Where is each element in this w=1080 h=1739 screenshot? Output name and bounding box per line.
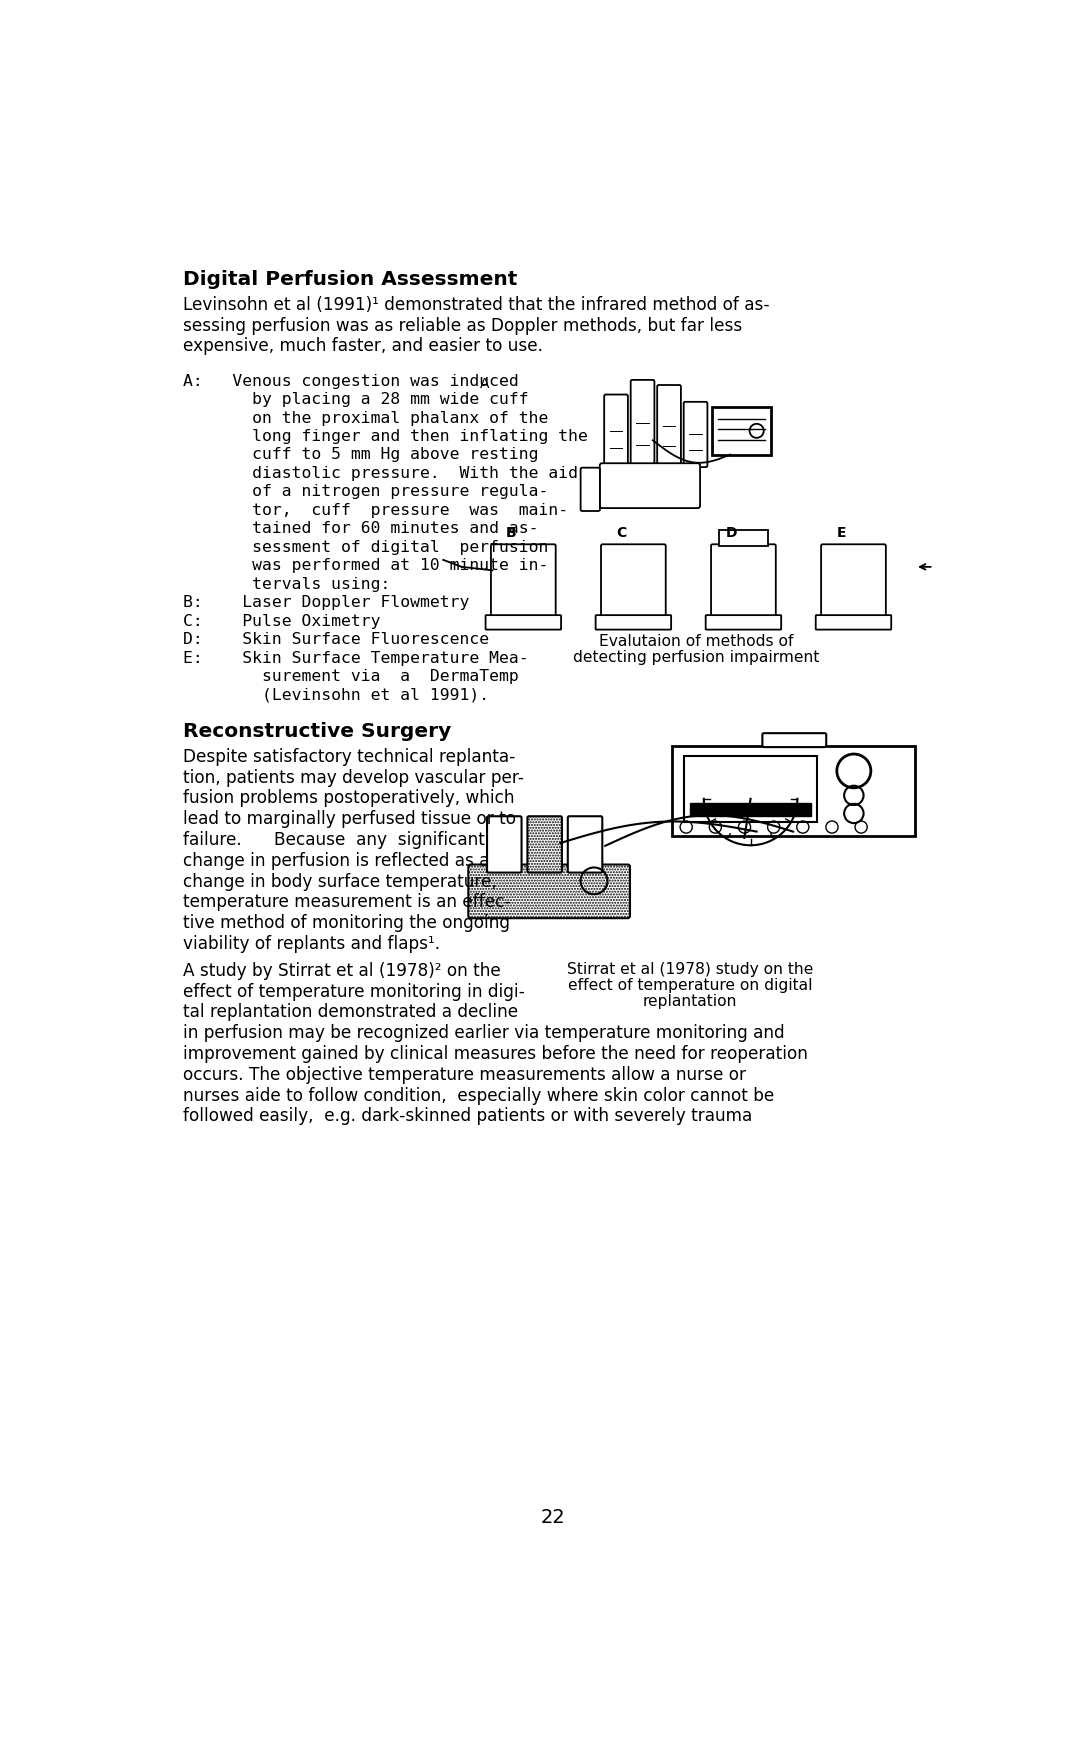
Text: A: A (480, 377, 489, 391)
Text: effect of temperature on digital: effect of temperature on digital (568, 977, 812, 993)
Text: B: B (505, 525, 516, 539)
Text: long finger and then inflating the: long finger and then inflating the (183, 430, 588, 443)
Text: C: C (616, 525, 626, 539)
Text: viability of replants and flaps¹.: viability of replants and flaps¹. (183, 934, 441, 953)
FancyBboxPatch shape (690, 803, 811, 817)
Text: E: E (836, 525, 846, 539)
Text: sessing perfusion was as reliable as Doppler methods, but far less: sessing perfusion was as reliable as Dop… (183, 316, 742, 334)
FancyBboxPatch shape (604, 395, 627, 468)
Text: occurs. The objective temperature measurements allow a nurse or: occurs. The objective temperature measur… (183, 1066, 746, 1083)
Text: tion, patients may develop vascular per-: tion, patients may develop vascular per- (183, 769, 524, 786)
Text: expensive, much faster, and easier to use.: expensive, much faster, and easier to us… (183, 337, 543, 355)
Text: was performed at 10 minute in-: was performed at 10 minute in- (183, 558, 549, 574)
Text: lead to marginally perfused tissue or to: lead to marginally perfused tissue or to (183, 810, 516, 828)
Text: tor,  cuff  pressure  was  main-: tor, cuff pressure was main- (183, 503, 568, 518)
Text: C:    Pulse Oximetry: C: Pulse Oximetry (183, 614, 380, 628)
Text: detecting perfusion impairment: detecting perfusion impairment (572, 650, 820, 664)
FancyBboxPatch shape (631, 381, 654, 468)
Text: temperature measurement is an effec-: temperature measurement is an effec- (183, 892, 511, 911)
FancyBboxPatch shape (491, 544, 556, 617)
Text: sessment of digital  perfusion: sessment of digital perfusion (183, 539, 549, 555)
Text: tained for 60 minutes and as-: tained for 60 minutes and as- (183, 522, 539, 536)
Text: failure.      Because  any  significant: failure. Because any significant (183, 831, 485, 849)
Text: by placing a 28 mm wide cuff: by placing a 28 mm wide cuff (183, 391, 529, 407)
Text: Digital Perfusion Assessment: Digital Perfusion Assessment (183, 270, 517, 289)
Text: Evalutaion of methods of: Evalutaion of methods of (598, 633, 794, 649)
FancyBboxPatch shape (713, 409, 771, 456)
Text: Levinsohn et al (1991)¹ demonstrated that the infrared method of as-: Levinsohn et al (1991)¹ demonstrated tha… (183, 296, 770, 313)
Text: Reconstructive Surgery: Reconstructive Surgery (183, 722, 451, 741)
Text: surement via  a  DermaTemp: surement via a DermaTemp (183, 670, 518, 683)
Text: Stirrat et al (1978) study on the: Stirrat et al (1978) study on the (567, 962, 813, 976)
FancyBboxPatch shape (595, 616, 671, 630)
FancyBboxPatch shape (821, 544, 886, 617)
Text: of a nitrogen pressure regula-: of a nitrogen pressure regula- (183, 483, 549, 499)
FancyBboxPatch shape (684, 756, 818, 823)
Text: D: D (726, 525, 737, 539)
FancyBboxPatch shape (487, 817, 522, 873)
Text: on the proximal phalanx of the: on the proximal phalanx of the (183, 410, 549, 426)
Text: change in body surface temperature,: change in body surface temperature, (183, 871, 497, 890)
FancyBboxPatch shape (658, 386, 680, 468)
Text: (Levinsohn et al 1991).: (Levinsohn et al 1991). (183, 687, 489, 703)
FancyBboxPatch shape (762, 734, 826, 748)
FancyBboxPatch shape (684, 403, 707, 468)
Text: cuff to 5 mm Hg above resting: cuff to 5 mm Hg above resting (183, 447, 539, 463)
Text: change in perfusion is reflected as a: change in perfusion is reflected as a (183, 852, 489, 870)
FancyBboxPatch shape (486, 616, 562, 630)
FancyBboxPatch shape (600, 544, 665, 617)
FancyBboxPatch shape (599, 464, 700, 510)
Text: tive method of monitoring the ongoing: tive method of monitoring the ongoing (183, 913, 510, 932)
Text: in perfusion may be recognized earlier via temperature monitoring and: in perfusion may be recognized earlier v… (183, 1024, 785, 1042)
Text: effect of temperature monitoring in digi-: effect of temperature monitoring in digi… (183, 983, 525, 1000)
Text: Despite satisfactory technical replanta-: Despite satisfactory technical replanta- (183, 748, 515, 765)
Text: replantation: replantation (643, 993, 738, 1009)
Text: followed easily,  e.g. dark-skinned patients or with severely trauma: followed easily, e.g. dark-skinned patie… (183, 1106, 753, 1125)
Text: diastolic pressure.  With the aid: diastolic pressure. With the aid (183, 466, 578, 480)
FancyBboxPatch shape (581, 468, 599, 511)
Text: fusion problems postoperatively, which: fusion problems postoperatively, which (183, 790, 514, 807)
Text: tal replantation demonstrated a decline: tal replantation demonstrated a decline (183, 1003, 518, 1021)
FancyBboxPatch shape (705, 616, 781, 630)
Text: tervals using:: tervals using: (183, 577, 391, 591)
FancyBboxPatch shape (711, 544, 775, 617)
Text: nurses aide to follow condition,  especially where skin color cannot be: nurses aide to follow condition, especia… (183, 1085, 774, 1104)
FancyBboxPatch shape (719, 530, 768, 546)
FancyBboxPatch shape (815, 616, 891, 630)
Text: A:   Venous congestion was induced: A: Venous congestion was induced (183, 374, 518, 388)
FancyBboxPatch shape (568, 817, 603, 873)
Text: E:    Skin Surface Temperature Mea-: E: Skin Surface Temperature Mea- (183, 650, 529, 666)
Text: A study by Stirrat et al (1978)² on the: A study by Stirrat et al (1978)² on the (183, 962, 501, 979)
Text: improvement gained by clinical measures before the need for reoperation: improvement gained by clinical measures … (183, 1045, 808, 1063)
Text: D:    Skin Surface Fluorescence: D: Skin Surface Fluorescence (183, 631, 489, 647)
Text: 22: 22 (541, 1508, 566, 1527)
FancyBboxPatch shape (672, 746, 915, 836)
FancyBboxPatch shape (527, 817, 562, 873)
FancyBboxPatch shape (469, 864, 630, 918)
Text: B:    Laser Doppler Flowmetry: B: Laser Doppler Flowmetry (183, 595, 470, 610)
